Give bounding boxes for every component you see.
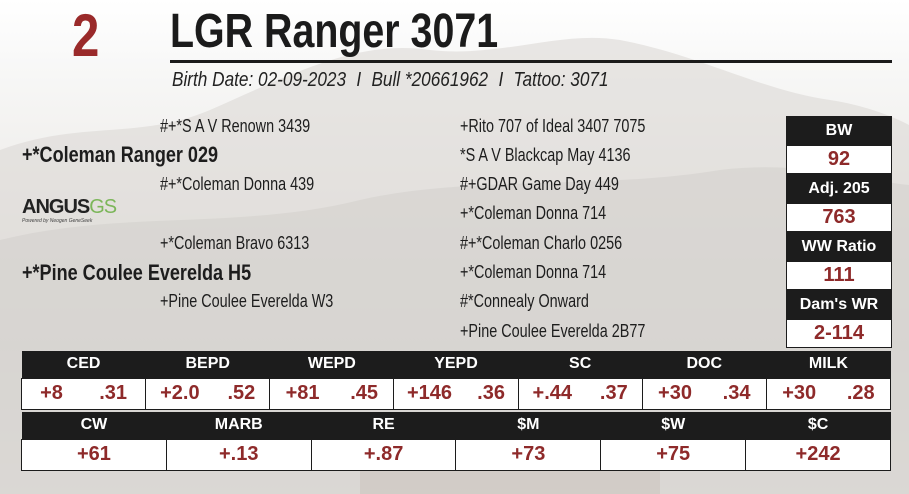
performance-table: BW 92 Adj. 205 763 WW Ratio 111 Dam's WR…: [786, 116, 892, 348]
epd-cell-doc: +30 .34: [641, 377, 767, 410]
pedigree-sire-dam: #+*Coleman Donna 439: [160, 174, 315, 194]
epd-header-w-index: $W: [600, 412, 746, 439]
title-divider: [170, 60, 892, 63]
epd-cell-re: +.87: [310, 438, 457, 471]
separator: I: [356, 69, 362, 91]
pedigree-outer-2: *S A V Blackcap May 4136: [460, 145, 631, 165]
pedigree-outer-1: +Rito 707 of Ideal 3407 7075: [460, 116, 646, 136]
epd-value: +.44: [532, 382, 572, 404]
epd-cell-cw: +61: [21, 438, 167, 471]
performance-label-bw: BW: [786, 116, 892, 145]
epd-table-carcass-indexes: CW MARB RE $M $W $C +61 +.13 +.87 +73 +7…: [21, 412, 891, 471]
epd-header-doc: DOC: [642, 351, 767, 378]
epd-value: +81: [285, 382, 320, 404]
logo-tagline: Powered by Neogen GeneSeek: [22, 218, 93, 224]
epd-header-marb: MARB: [166, 412, 312, 439]
epd-accuracy: .36: [477, 382, 505, 404]
epd-header-ced: CED: [21, 351, 146, 378]
epd-cell-ced: +8 .31: [20, 377, 147, 410]
pedigree-outer-7: #*Connealy Onward: [460, 291, 589, 311]
epd-accuracy: .52: [227, 382, 256, 404]
performance-value-dams-wr: 2-114: [786, 319, 892, 348]
pedigree-sire-sire: #+*S A V Renown 3439: [160, 116, 311, 136]
separator: I: [498, 69, 504, 91]
epd-header-sc: SC: [518, 351, 643, 378]
pedigree-sire: +*Coleman Ranger 029: [22, 142, 219, 167]
epd-cell-bepd: +2.0 .52: [145, 377, 271, 410]
epd-value: +2.0: [160, 382, 200, 404]
epd-accuracy: .28: [846, 382, 875, 404]
epd-value: +30: [782, 382, 817, 404]
performance-label-ww-ratio: WW Ratio: [786, 232, 892, 261]
epd-header-milk: MILK: [766, 351, 891, 378]
pedigree-outer-6: +*Coleman Donna 714: [460, 262, 607, 282]
epd-cell-w-index: +75: [600, 438, 747, 471]
epd-cell-m-index: +73: [455, 438, 602, 471]
pedigree-outer-4: +*Coleman Donna 714: [460, 203, 607, 223]
epd-accuracy: .37: [599, 382, 628, 404]
pedigree-outer-8: +Pine Coulee Everelda 2B77: [460, 321, 646, 341]
logo-suffix-text: GS: [89, 196, 117, 218]
epd-cell-milk: +30 .28: [765, 377, 892, 410]
epd-accuracy: .31: [99, 382, 127, 404]
performance-label-adj205: Adj. 205: [786, 174, 892, 203]
animal-details: Birth Date: 02-09-2023 I Bull *20661962 I Ta…: [172, 68, 609, 92]
epd-value: +30: [658, 382, 692, 404]
epd-header-cw: CW: [21, 412, 167, 439]
angus-gs-logo: ANGUSGS Powered by Neogen GeneSeek: [22, 196, 117, 230]
lot-number: 2: [72, 2, 100, 69]
epd-accuracy: .45: [350, 382, 379, 404]
animal-name: LGR Ranger 3071: [170, 5, 499, 58]
epd-header-c-index: $C: [745, 412, 891, 439]
epd-header-m-index: $M: [455, 412, 601, 439]
epd-accuracy: .34: [722, 382, 751, 404]
epd-cell-c-index: +242: [745, 438, 891, 471]
pedigree-dam: +*Pine Coulee Everelda H5: [22, 260, 252, 285]
epd-header-yepd: YEPD: [393, 351, 519, 378]
epd-table-primary: CED BEPD WEPD YEPD SC DOC MILK +8 .31 +2.…: [20, 351, 892, 410]
performance-value-adj205: 763: [786, 203, 892, 232]
epd-value: +146: [406, 382, 453, 404]
pedigree-outer-3: #+GDAR Game Day 449: [460, 174, 619, 194]
epd-header-bepd: BEPD: [145, 351, 270, 378]
epd-cell-marb: +.13: [165, 438, 312, 471]
epd-cell-wepd: +81 .45: [269, 377, 395, 410]
performance-value-bw: 92: [786, 145, 892, 174]
epd-header-wepd: WEPD: [269, 351, 394, 378]
epd-cell-yepd: +146 .36: [393, 377, 519, 410]
performance-value-ww-ratio: 111: [786, 261, 892, 290]
performance-label-dams-wr: Dam's WR: [786, 290, 892, 319]
pedigree-outer-5: #+*Coleman Charlo 0256: [460, 233, 623, 253]
logo-main-text: ANGUS: [22, 196, 90, 218]
pedigree-dam-dam: +Pine Coulee Everelda W3: [160, 291, 334, 311]
birth-date: Birth Date: 02-09-2023: [172, 69, 347, 91]
registration-number: Bull *20661962: [371, 69, 489, 91]
epd-header-re: RE: [311, 412, 456, 439]
epd-cell-sc: +.44 .37: [517, 377, 643, 410]
pedigree-dam-sire: +*Coleman Bravo 6313: [160, 233, 310, 253]
tattoo: Tattoo: 3071: [513, 69, 609, 91]
epd-value: +8: [40, 382, 63, 404]
